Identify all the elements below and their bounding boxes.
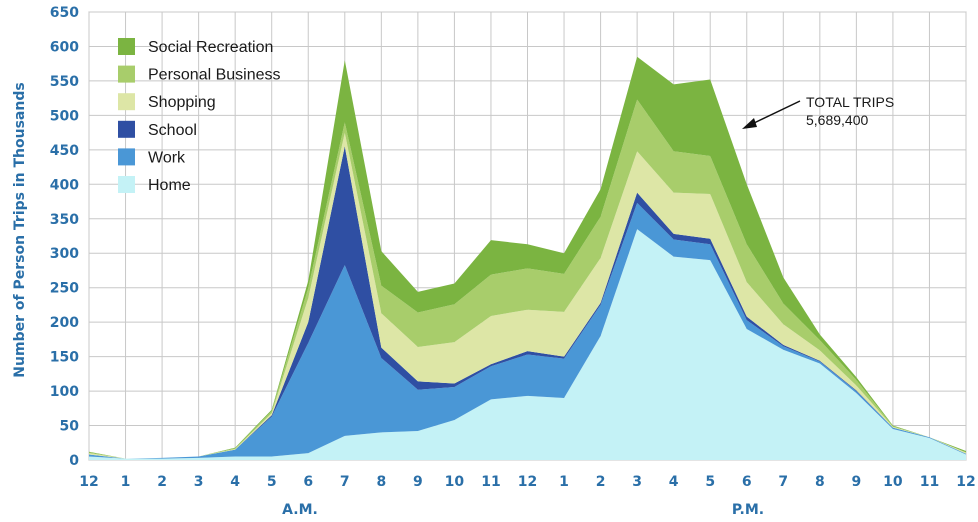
- annotation-label: TOTAL TRIPS: [806, 94, 894, 110]
- x-tick-label: 2: [596, 474, 606, 490]
- annotation-arrow-line: [751, 100, 801, 125]
- x-tick-label: 10: [445, 474, 465, 490]
- y-tick-label: 200: [50, 315, 79, 331]
- y-tick-label: 100: [50, 384, 79, 400]
- area-social-recreation: [89, 56, 966, 459]
- y-tick-label: 50: [60, 419, 80, 435]
- legend: Social Recreation Personal Business Shoppi…: [118, 38, 281, 194]
- legend-label: Social Recreation: [148, 39, 273, 56]
- x-tick-label: 7: [340, 474, 350, 490]
- y-tick-label: 600: [50, 39, 79, 55]
- legend-swatch: [118, 176, 135, 193]
- x-tick-label: 12: [956, 474, 975, 490]
- y-tick-label: 450: [50, 143, 79, 159]
- y-tick-label: 0: [69, 453, 79, 469]
- x-tick-label: 4: [669, 474, 679, 490]
- y-tick-labels: 0 50 100 150 200 250 300 350 400 450 500 550 600 650: [50, 5, 79, 469]
- annotation-value: 5,689,400: [806, 112, 868, 128]
- legend-label: Work: [148, 149, 186, 166]
- y-tick-label: 150: [50, 350, 79, 366]
- area-personal-business: [89, 99, 966, 459]
- x-tick-label: 1: [559, 474, 569, 490]
- x-tick-label: 3: [632, 474, 642, 490]
- x-tick-labels: 12 1 2 3 4 5 6 7 8 9 10 11 12 1 2 3 4 5 6 7 8 9 10 11 12: [79, 474, 975, 490]
- x-tick-label: 11: [481, 474, 500, 490]
- x-tick-label: 9: [413, 474, 423, 490]
- legend-swatch: [118, 65, 135, 83]
- am-label: A.M.: [282, 502, 318, 518]
- area-layers: [89, 56, 966, 460]
- legend-label: Personal Business: [148, 67, 281, 84]
- x-tick-label: 1: [121, 474, 131, 490]
- x-tick-label: 2: [157, 474, 167, 490]
- legend-swatch: [118, 120, 135, 138]
- x-tick-label: 8: [815, 474, 825, 490]
- legend-label: School: [148, 122, 197, 139]
- x-tick-label: 7: [778, 474, 788, 490]
- x-tick-label: 11: [920, 474, 939, 490]
- legend-swatch: [118, 148, 135, 166]
- area-work: [89, 202, 966, 459]
- annotation-arrowhead: [742, 118, 757, 129]
- legend-swatch: [118, 38, 135, 55]
- y-axis-label: Number of Person Trips in Thousands: [12, 82, 28, 377]
- x-tick-label: 8: [376, 474, 386, 490]
- total-trips-annotation: TOTAL TRIPS 5,689,400: [742, 94, 894, 129]
- legend-label: Shopping: [148, 94, 216, 111]
- x-tick-label: 3: [194, 474, 204, 490]
- x-tick-label: 12: [79, 474, 98, 490]
- area-home: [89, 229, 966, 460]
- y-tick-label: 550: [50, 74, 79, 90]
- y-tick-label: 650: [50, 5, 79, 21]
- x-tick-label: 5: [267, 474, 277, 490]
- x-tick-label: 9: [852, 474, 862, 490]
- x-tick-label: 4: [230, 474, 240, 490]
- legend-label: Home: [148, 177, 191, 194]
- y-tick-label: 500: [50, 108, 79, 124]
- y-tick-label: 250: [50, 281, 79, 297]
- x-tick-label: 5: [705, 474, 715, 490]
- y-tick-label: 350: [50, 212, 79, 228]
- x-tick-label: 6: [303, 474, 313, 490]
- x-tick-label: 10: [883, 474, 903, 490]
- x-tick-label: 6: [742, 474, 752, 490]
- legend-swatch: [118, 93, 135, 111]
- x-tick-label: 12: [518, 474, 537, 490]
- y-tick-label: 400: [50, 177, 79, 193]
- y-tick-label: 300: [50, 246, 79, 262]
- pm-label: P.M.: [732, 502, 764, 518]
